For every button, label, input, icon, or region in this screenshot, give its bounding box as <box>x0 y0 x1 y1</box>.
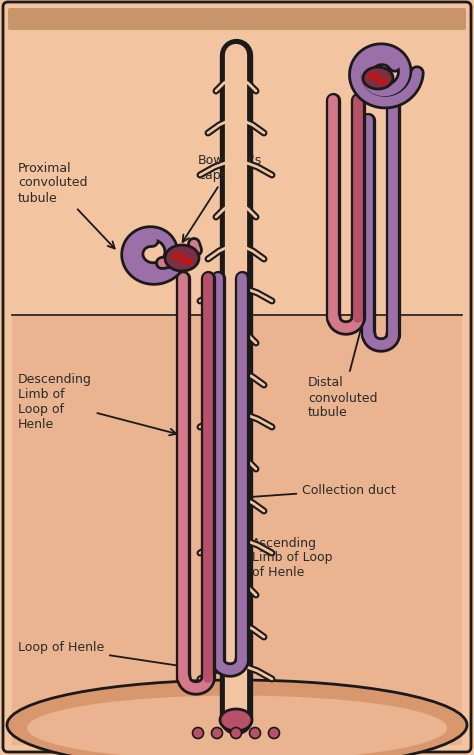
Text: Proximal
convoluted
tubule: Proximal convoluted tubule <box>18 162 115 248</box>
Circle shape <box>249 728 261 738</box>
Circle shape <box>230 728 241 738</box>
Ellipse shape <box>165 245 199 271</box>
Bar <box>12 315 462 745</box>
Circle shape <box>192 728 203 738</box>
Ellipse shape <box>7 680 467 755</box>
Ellipse shape <box>220 709 252 731</box>
Ellipse shape <box>27 695 447 755</box>
Text: Ascending
Limb of Loop
of Henle: Ascending Limb of Loop of Henle <box>213 537 332 580</box>
FancyBboxPatch shape <box>3 2 471 752</box>
Text: Descending
Limb of
Loop of
Henle: Descending Limb of Loop of Henle <box>18 373 176 436</box>
Ellipse shape <box>363 67 393 89</box>
Circle shape <box>211 728 222 738</box>
Circle shape <box>268 728 280 738</box>
Text: Collection duct: Collection duct <box>241 483 396 501</box>
Text: Loop of Henle: Loop of Henle <box>18 642 189 670</box>
Text: Distal
convoluted
tubule: Distal convoluted tubule <box>308 307 377 420</box>
Text: Bowman's
capsule: Bowman's capsule <box>182 154 262 242</box>
FancyBboxPatch shape <box>8 8 466 30</box>
